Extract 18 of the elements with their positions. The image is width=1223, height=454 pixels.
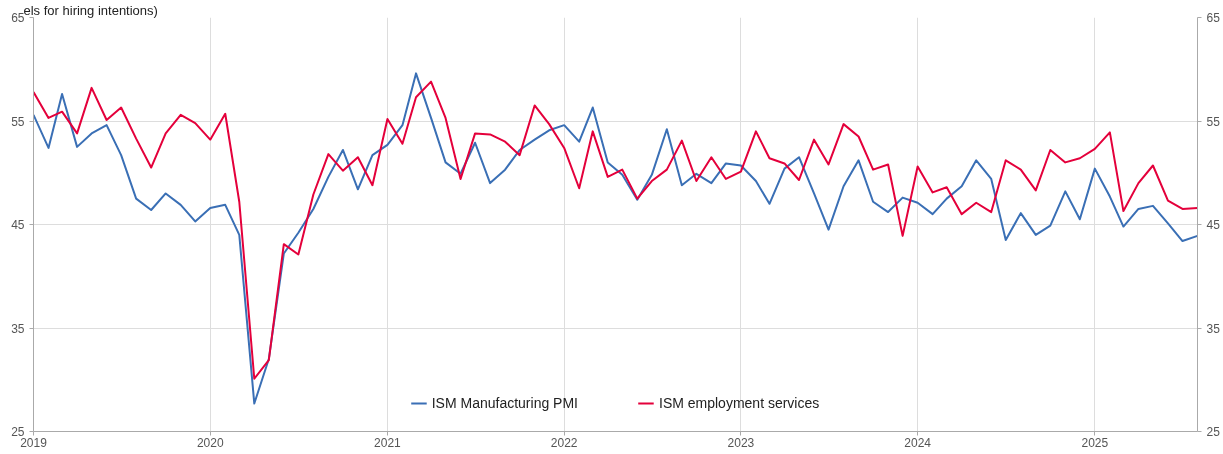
chart-title: els for hiring intentions) (23, 2, 158, 18)
x-tick-label: 2020 (196, 435, 224, 450)
legend-label: ISM Manufacturing PMI (431, 395, 578, 411)
y-tick-label: 45 (11, 218, 25, 232)
y2-tick-label: 25 (1206, 425, 1221, 439)
x-tick-label: 2023 (727, 435, 755, 450)
y2-tick-label: 65 (1206, 11, 1221, 25)
legend-label: ISM employment services (659, 395, 820, 411)
y2-tick-label: 35 (1206, 321, 1221, 336)
y2-tick-label: 55 (1206, 114, 1221, 129)
x-tick-label: 2025 (1081, 435, 1109, 450)
x-tick-label: 2021 (374, 435, 402, 450)
y-tick-label: 35 (11, 321, 25, 336)
y-tick-label: 55 (11, 114, 25, 129)
x-tick-label: 2022 (550, 435, 578, 450)
y-tick-label: 65 (11, 11, 25, 25)
x-tick-label: 2024 (904, 435, 932, 450)
y2-tick-label: 45 (1206, 218, 1221, 232)
